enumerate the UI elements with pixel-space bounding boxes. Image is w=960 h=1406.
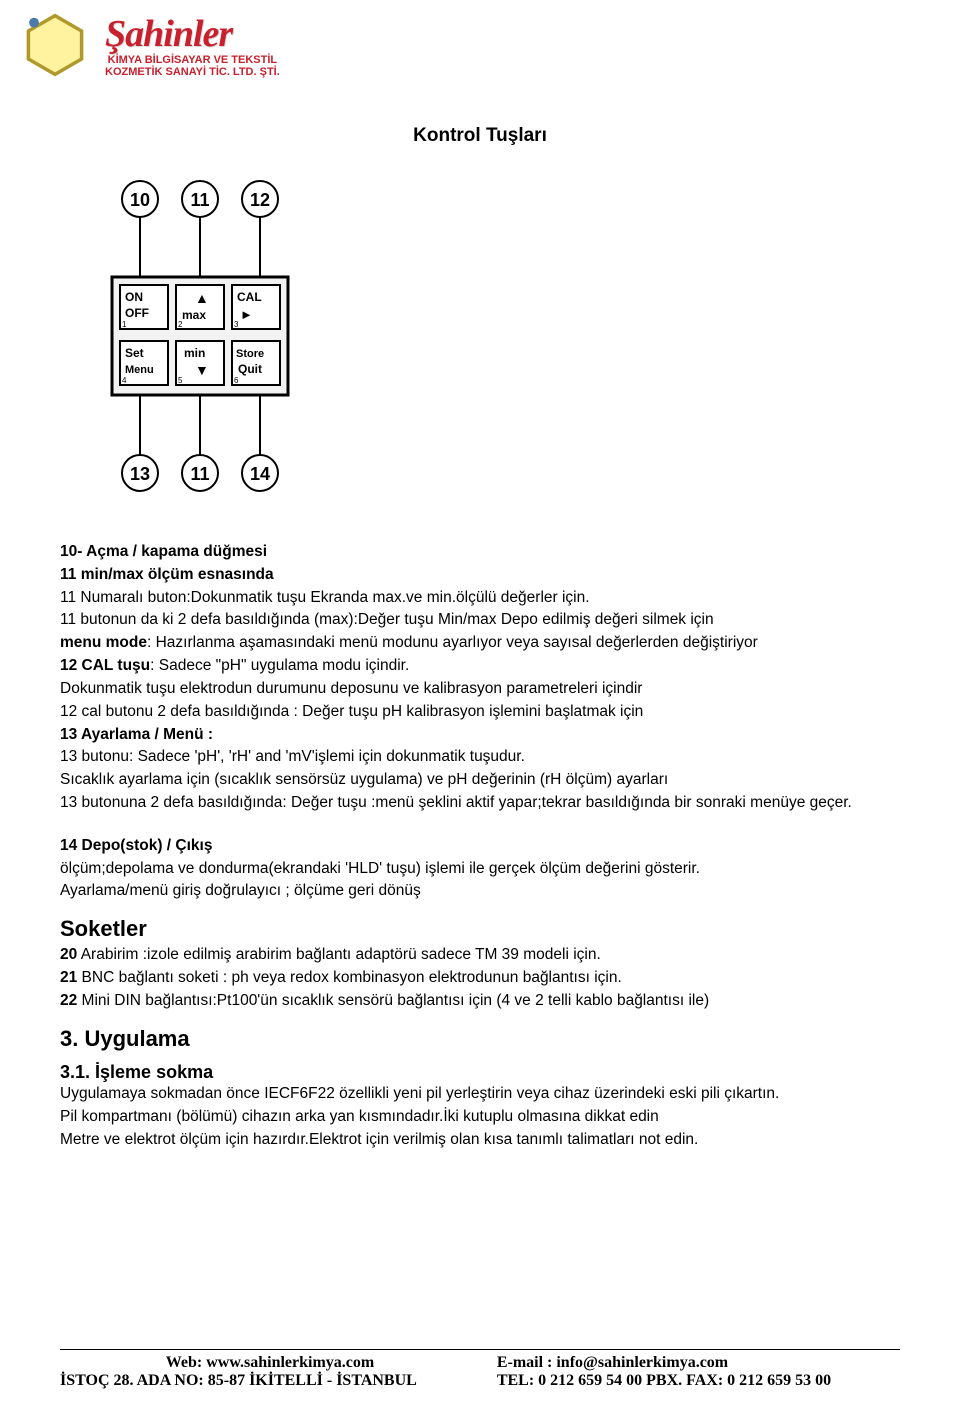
s31-p1: Uygulamaya sokmadan önce IECF6F22 özelli… [60, 1084, 900, 1104]
header: Şahinler KİMYA BİLGİSAYAR VE TEKSTİL KOZ… [0, 0, 960, 85]
svg-text:Menu: Menu [125, 364, 154, 376]
p13a: 13 butonu: Sadece 'pH', 'rH' and 'mV'işl… [60, 747, 900, 767]
btn-set-menu: Set Menu 4 [120, 341, 168, 385]
email-value: info@sahinlerkimya.com [556, 1354, 728, 1371]
label-circle-11-bottom: 11 [182, 455, 218, 491]
svg-text:min: min [184, 346, 205, 360]
svg-text:6: 6 [234, 376, 239, 385]
svg-text:Store: Store [236, 348, 264, 360]
label-circle-10: 10 [122, 181, 158, 217]
brand-name: Şahinler [105, 12, 280, 56]
p11b: 11 butonun da ki 2 defa basıldığında (ma… [60, 610, 900, 630]
p22: 22 Mini DIN bağlantısı:Pt100'ün sıcaklık… [60, 991, 900, 1011]
brand-block: Şahinler KİMYA BİLGİSAYAR VE TEKSTİL KOZ… [105, 12, 280, 78]
btn-up-max: ▲ max 2 [176, 285, 224, 329]
label-circle-14: 14 [242, 455, 278, 491]
menu-mode-label: menu mode [60, 634, 147, 651]
svg-text:OFF: OFF [125, 306, 149, 320]
logo-hex-icon [20, 10, 90, 80]
h11a: 11 min/max ölçüm esnasında [60, 565, 900, 585]
soketler-heading: Soketler [60, 915, 900, 943]
p13b: Sıcaklık ayarlama için (sıcaklık sensörs… [60, 770, 900, 790]
p21-text: BNC bağlantı soketi : ph veya redox komb… [77, 969, 622, 986]
svg-text:Set: Set [125, 346, 144, 360]
svg-text:▲: ▲ [195, 290, 209, 306]
footer-divider [60, 1349, 900, 1350]
svg-text:ON: ON [125, 290, 143, 304]
label-circle-13: 13 [122, 455, 158, 491]
svg-text:2: 2 [178, 320, 183, 329]
menu-mode-text: : Hazırlanma aşamasındaki menü modunu ay… [147, 634, 758, 651]
brand-sub1: KİMYA BİLGİSAYAR VE TEKSTİL [105, 54, 280, 66]
footer-email: E-mail : info@sahinlerkimya.com [497, 1354, 900, 1372]
p20-label: 20 [60, 946, 77, 963]
h12-text: : Sadece "pH" uygulama modu içindir. [150, 657, 409, 674]
svg-text:max: max [182, 308, 206, 322]
footer-web: Web: www.sahinlerkimya.com [60, 1354, 480, 1372]
body-text: 10- Açma / kapama düğmesi 11 min/max ölç… [60, 542, 900, 1150]
p21-label: 21 [60, 969, 77, 986]
svg-text:14: 14 [250, 464, 270, 484]
svg-text:CAL: CAL [237, 290, 262, 304]
brand-sub2: KOZMETİK SANAYİ TİC. LTD. ŞTİ. [105, 66, 280, 78]
btn-on-off: ON OFF 1 [120, 285, 168, 329]
svg-text:13: 13 [130, 464, 150, 484]
s31-p3: Metre ve elektrot ölçüm için hazırdır.El… [60, 1130, 900, 1150]
email-label: E-mail : [497, 1354, 557, 1371]
p20: 20 Arabirim :izole edilmiş arabirim bağl… [60, 945, 900, 965]
h10: 10- Açma / kapama düğmesi [60, 542, 900, 562]
s31-heading: 3.1. İşleme sokma [60, 1061, 900, 1084]
label-circle-11-top: 11 [182, 181, 218, 217]
p21: 21 BNC bağlantı soketi : ph veya redox k… [60, 968, 900, 988]
p14a: ölçüm;depolama ve dondurma(ekrandaki 'HL… [60, 859, 900, 879]
btn-cal: CAL ► 3 [232, 285, 280, 329]
btn-store-quit: Store Quit 6 [232, 341, 280, 385]
footer-row-1: Web: www.sahinlerkimya.com E-mail : info… [60, 1354, 900, 1372]
p20-text: Arabirim :izole edilmiş arabirim bağlant… [77, 946, 601, 963]
p22-text: Mini DIN bağlantısı:Pt100'ün sıcaklık se… [77, 992, 709, 1009]
p14b: Ayarlama/menü giriş doğrulayıcı ; ölçüme… [60, 881, 900, 901]
svg-text:1: 1 [122, 320, 127, 329]
svg-text:5: 5 [178, 376, 183, 385]
label-circle-12: 12 [242, 181, 278, 217]
h12-label: 12 CAL tuşu [60, 657, 150, 674]
btn-min-down: min ▼ 5 [176, 341, 224, 385]
p13c: 13 butonuna 2 defa basıldığında: Değer t… [60, 793, 900, 813]
svg-text:11: 11 [190, 190, 209, 210]
footer-tel: TEL: 0 212 659 54 00 PBX. FAX: 0 212 659… [497, 1372, 900, 1390]
p11a: 11 Numaralı buton:Dokunmatik tuşu Ekrand… [60, 588, 900, 608]
svg-text:3: 3 [234, 320, 239, 329]
web-label: Web: [166, 1354, 206, 1371]
s3-heading: 3. Uygulama [60, 1025, 900, 1053]
keypad-diagram: 10 11 12 ON OFF 1 [100, 177, 900, 502]
svg-text:Quit: Quit [238, 362, 262, 376]
p22-label: 22 [60, 992, 77, 1009]
p-h12: 12 CAL tuşu: Sadece "pH" uygulama modu i… [60, 656, 900, 676]
h14: 14 Depo(stok) / Çıkış [60, 836, 900, 856]
keypad-svg: 10 11 12 ON OFF 1 [100, 177, 360, 497]
content: Kontrol Tuşları 10 11 12 [0, 85, 960, 1150]
svg-text:▼: ▼ [195, 362, 209, 378]
footer: Web: www.sahinlerkimya.com E-mail : info… [60, 1349, 900, 1390]
p-menu-mode: menu mode: Hazırlanma aşamasındaki menü … [60, 633, 900, 653]
footer-addr: İSTOÇ 28. ADA NO: 85-87 İKİTELLİ - İSTAN… [60, 1372, 417, 1390]
p12a: Dokunmatik tuşu elektrodun durumunu depo… [60, 679, 900, 699]
svg-text:10: 10 [130, 190, 150, 210]
s31-p2: Pil kompartmanı (bölümü) cihazın arka ya… [60, 1107, 900, 1127]
web-value: www.sahinlerkimya.com [206, 1354, 374, 1371]
svg-text:►: ► [240, 307, 253, 322]
footer-row-2: İSTOÇ 28. ADA NO: 85-87 İKİTELLİ - İSTAN… [60, 1372, 900, 1390]
svg-text:12: 12 [250, 190, 270, 210]
svg-text:4: 4 [122, 376, 127, 385]
p12b: 12 cal butonu 2 defa basıldığında : Değe… [60, 702, 900, 722]
page-title: Kontrol Tuşları [60, 125, 900, 147]
svg-text:11: 11 [190, 464, 209, 484]
h13: 13 Ayarlama / Menü : [60, 725, 900, 745]
